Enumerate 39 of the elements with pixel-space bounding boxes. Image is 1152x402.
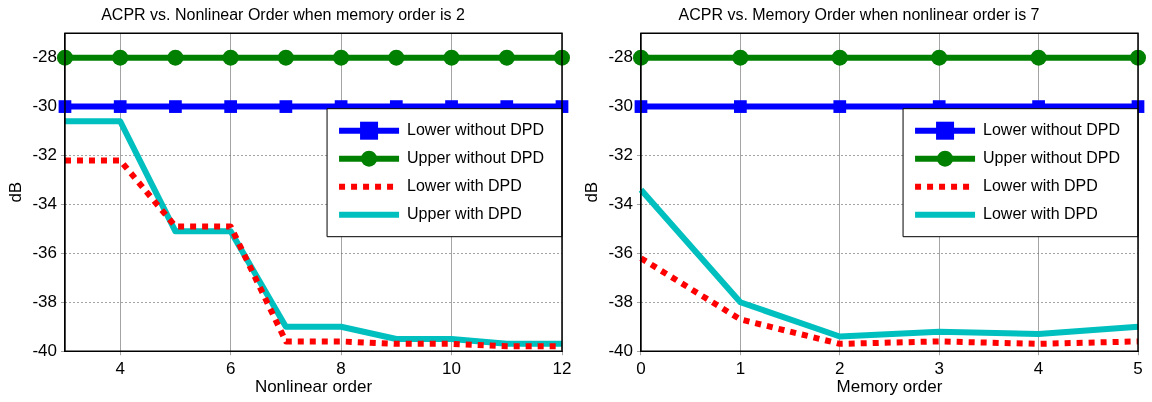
y-tick-label: -34 [32, 194, 57, 214]
x-tick-label: 10 [442, 359, 462, 379]
x-tick-label: 0 [636, 359, 646, 379]
x-tick-label: 5 [1133, 359, 1143, 379]
y-tick-label: -28 [32, 47, 57, 67]
y-tick-label: -34 [608, 194, 633, 214]
y-tick-label: -30 [608, 96, 633, 116]
y-tick-label: -32 [608, 145, 633, 165]
y-axis-title: dB [581, 181, 601, 203]
x-tick-label: 3 [934, 359, 944, 379]
x-tick-label: 1 [735, 359, 746, 379]
y-tick-label: -30 [32, 96, 57, 116]
x-tick-label: 12 [552, 359, 572, 379]
x-tick-label: 4 [115, 359, 125, 379]
legend-label: Lower without DPD [407, 121, 545, 139]
x-tick-label: 6 [225, 359, 236, 379]
x-axis-title: Nonlinear order [254, 377, 373, 397]
y-tick-label: -38 [608, 291, 633, 311]
legend-label: Upper without DPD [407, 149, 545, 167]
x-tick-label: 4 [1033, 359, 1044, 379]
legend-label: Lower with DPD [983, 205, 1098, 223]
y-tick-label: -40 [32, 340, 57, 360]
legend-label: Lower without DPD [983, 121, 1121, 139]
y-tick-label: -36 [32, 243, 57, 263]
legend-label: Upper with DPD [407, 205, 522, 223]
y-tick-label: -40 [608, 340, 633, 360]
x-axis-title: Memory order [836, 377, 943, 397]
y-axis-title: dB [5, 181, 25, 203]
y-tick-label: -36 [608, 243, 633, 263]
legend-label: Lower with DPD [983, 177, 1098, 195]
y-tick-label: -28 [608, 47, 633, 67]
x-tick-label: 8 [336, 359, 346, 379]
legend-label: Upper without DPD [983, 149, 1121, 167]
chart-title: ACPR vs. Nonlinear Order when memory order is 2 [101, 6, 465, 24]
x-tick-label: 2 [835, 359, 845, 379]
y-tick-label: -38 [32, 291, 57, 311]
y-tick-label: -32 [32, 145, 57, 165]
legend-label: Lower with DPD [407, 177, 522, 195]
chart-title: ACPR vs. Memory Order when nonlinear order is 7 [678, 6, 1040, 24]
